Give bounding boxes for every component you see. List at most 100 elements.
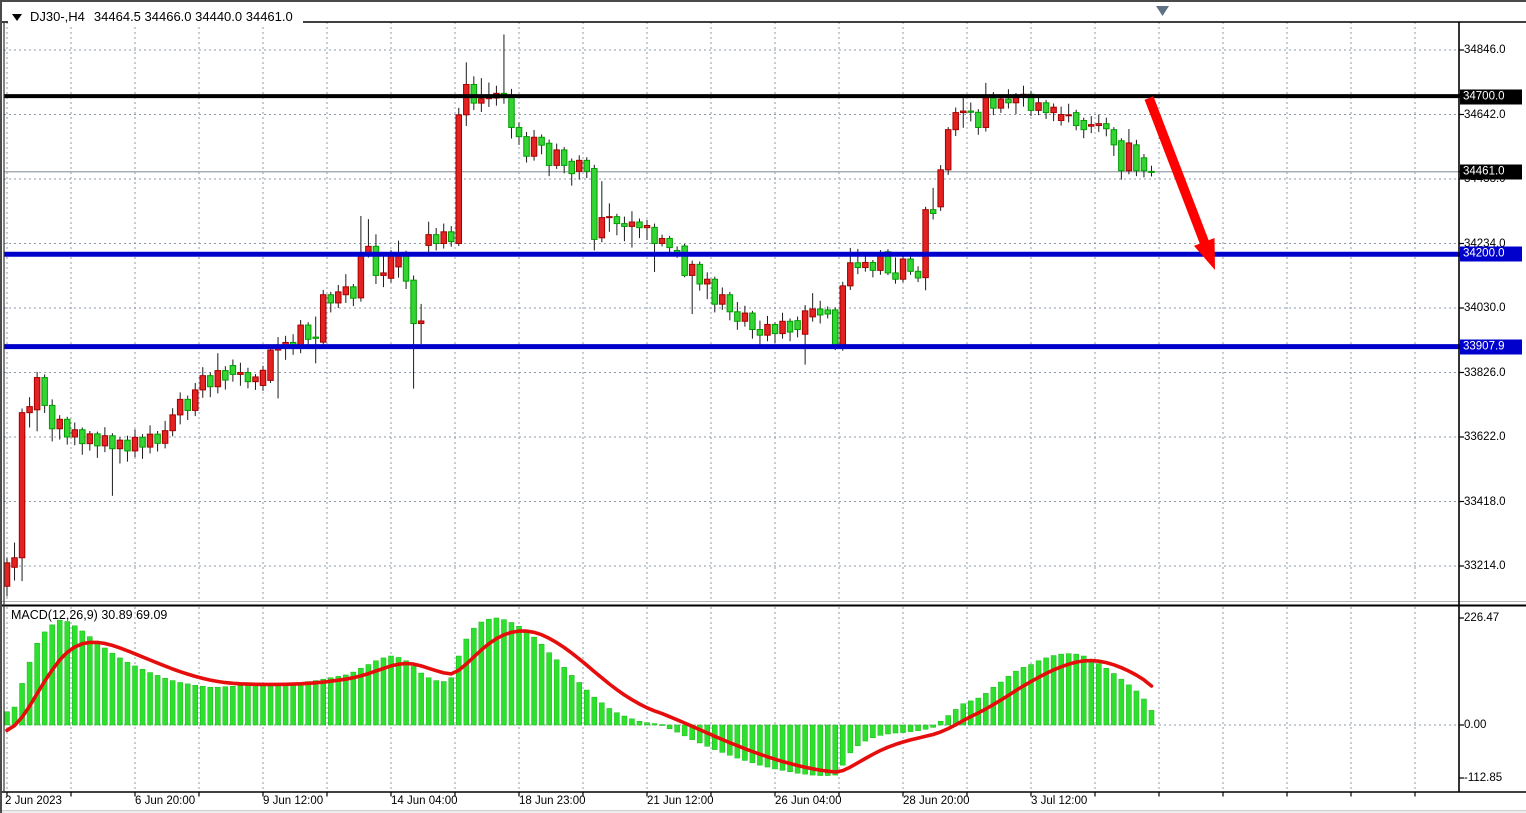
macd-histogram-bar xyxy=(832,724,838,776)
candle-bear xyxy=(1072,112,1080,127)
candle-bear xyxy=(831,309,839,348)
macd-histogram-bar xyxy=(885,724,891,735)
symbol-dropdown-icon[interactable] xyxy=(12,14,22,21)
macd-histogram-bar xyxy=(200,686,206,726)
candle-bull xyxy=(922,209,929,279)
macd-histogram-bar xyxy=(1080,655,1087,726)
macd-histogram-bar xyxy=(937,720,944,726)
trend-arrow-head[interactable] xyxy=(1193,238,1215,270)
macd-histogram-bar xyxy=(132,665,138,726)
chart-shift-marker-icon[interactable] xyxy=(1156,6,1169,16)
macd-histogram-bar xyxy=(561,667,567,726)
macd-histogram-bar xyxy=(34,643,40,726)
candle-bull xyxy=(809,308,816,318)
candle-bull xyxy=(1065,114,1072,117)
macd-histogram-bar xyxy=(1141,698,1147,726)
macd-histogram-bar xyxy=(56,619,63,726)
macd-histogram-bar xyxy=(478,621,485,726)
candle-bear xyxy=(914,270,922,279)
macd-histogram-bar xyxy=(282,683,289,726)
candle-bear xyxy=(1110,129,1118,146)
candle-bull xyxy=(598,217,606,239)
macd-histogram-bar xyxy=(19,683,25,726)
candle-bear xyxy=(1005,98,1012,104)
candle-bull xyxy=(252,376,259,383)
macd-histogram-bar xyxy=(772,724,778,770)
macd-histogram-bar xyxy=(297,682,304,726)
macd-histogram-bar xyxy=(629,718,635,726)
macd-histogram-bar xyxy=(523,630,530,726)
candle-bull xyxy=(26,406,33,414)
macd-histogram-bar xyxy=(433,680,439,726)
macd-histogram-bar xyxy=(245,685,251,726)
macd-histogram-bar xyxy=(169,680,176,726)
macd-histogram-bar xyxy=(207,686,214,726)
candle-bear xyxy=(666,237,673,249)
candle-bear xyxy=(711,278,719,305)
macd-histogram-bar xyxy=(734,724,741,759)
candle-bull xyxy=(237,372,244,375)
candle-bull xyxy=(335,291,342,304)
candle-bear xyxy=(568,160,575,175)
macd-histogram-bar xyxy=(305,681,311,726)
macd-histogram-bar xyxy=(930,724,936,728)
candle-bear xyxy=(1103,123,1110,130)
price-badge-33907.9: 33907.9 xyxy=(1460,339,1522,355)
indicator-axis-label: -112.85 xyxy=(1464,772,1503,784)
candle-bull xyxy=(779,320,786,335)
candle-bull xyxy=(56,418,63,430)
macd-histogram-bar xyxy=(817,724,823,776)
symbol-period-label: DJ30-,H4 xyxy=(30,9,85,24)
candle-bull xyxy=(440,231,447,244)
macd-histogram-bar xyxy=(855,724,861,747)
candle-bear xyxy=(990,97,997,109)
candle-bull xyxy=(1087,124,1095,127)
price-axis-label: 34846.0 xyxy=(1464,44,1506,56)
candle-bull xyxy=(643,224,651,229)
candle-bear xyxy=(824,309,831,315)
macd-histogram-bar xyxy=(666,724,673,730)
candle-bull xyxy=(11,557,18,568)
candle-bull xyxy=(959,110,967,114)
candle-bear xyxy=(967,110,975,113)
macd-histogram-bar xyxy=(215,686,221,726)
candle-bear xyxy=(696,263,703,285)
price-badge-34200.0: 34200.0 xyxy=(1460,246,1522,262)
candle-bull xyxy=(380,272,387,276)
macd-histogram-bar xyxy=(553,659,560,726)
candle-bull xyxy=(553,149,560,166)
candle-bear xyxy=(523,136,530,157)
candle-bull xyxy=(1050,106,1057,114)
candle-bull xyxy=(169,414,176,432)
candle-bull xyxy=(688,263,696,276)
macd-histogram-bar xyxy=(900,724,906,733)
ohlc-values: 34464.5 34466.0 34440.0 34461.0 xyxy=(93,9,293,24)
time-axis-label: 6 Jun 20:00 xyxy=(135,795,196,807)
time-axis-label: 21 Jun 12:00 xyxy=(647,795,714,807)
candle-bull xyxy=(764,323,771,336)
macd-histogram-bar xyxy=(674,724,680,733)
candle-bear xyxy=(651,226,658,244)
trend-arrow-shaft[interactable] xyxy=(1144,96,1211,250)
macd-histogram-bar xyxy=(471,627,477,726)
macd-histogram-bar xyxy=(320,678,326,726)
macd-histogram-bar xyxy=(252,684,259,726)
macd-histogram-bar xyxy=(87,636,93,726)
candle-bear xyxy=(515,126,523,138)
macd-histogram-bar xyxy=(546,652,552,726)
macd-histogram-bar xyxy=(403,660,409,726)
macd-histogram-bar xyxy=(1111,673,1117,726)
candle-bear xyxy=(621,223,628,227)
candle-bear xyxy=(94,433,101,447)
macd-histogram-bar xyxy=(335,676,342,726)
candle-bear xyxy=(229,365,237,375)
candle-bear xyxy=(447,231,455,243)
macd-histogram-bar xyxy=(621,715,628,726)
price-badge-34461.0: 34461.0 xyxy=(1460,164,1522,180)
macd-histogram-bar xyxy=(945,715,951,726)
macd-histogram-bar xyxy=(757,724,763,766)
macd-histogram-bar xyxy=(1088,659,1094,726)
candle-bear xyxy=(538,136,545,146)
